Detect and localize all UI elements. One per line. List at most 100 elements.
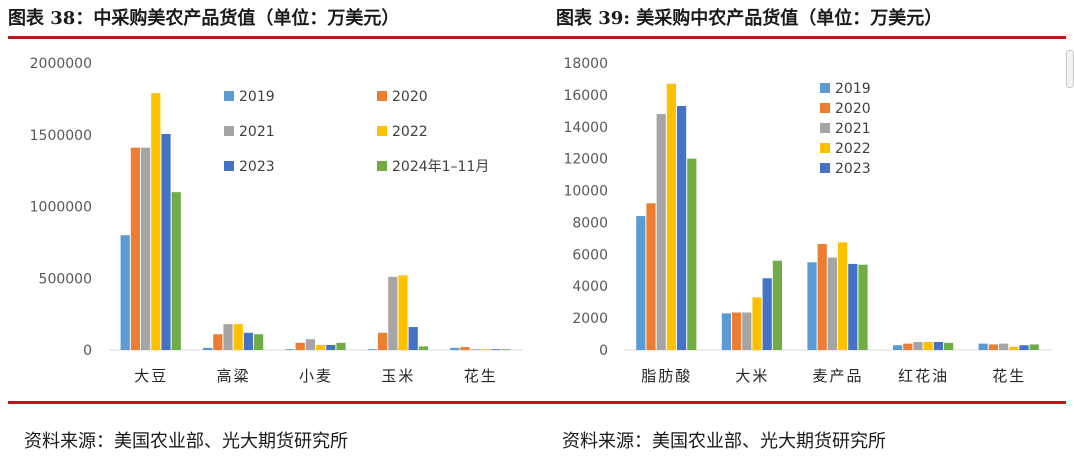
bar xyxy=(666,83,676,350)
chart-39-source-note: 资料来源：美国农业部、光大期货研究所 xyxy=(562,431,886,452)
bar xyxy=(732,312,742,350)
y-tick-label: 0 xyxy=(83,343,92,359)
bar xyxy=(450,347,460,350)
x-tick-label: 红花油 xyxy=(898,367,949,385)
footer-divider xyxy=(8,401,1066,404)
bar xyxy=(903,343,913,350)
bar xyxy=(408,327,418,350)
bar xyxy=(999,343,1009,350)
bar xyxy=(254,334,264,350)
chart-39-bar-chart: 0 2000 4000 6000 8000 10000 12000 14000 16000 180… xyxy=(563,56,1052,385)
y-tick-label: 1500000 xyxy=(30,128,92,144)
bar xyxy=(367,349,377,350)
bar xyxy=(772,260,782,350)
x-tick-label: 小麦 xyxy=(299,367,333,385)
legend-label: 2021 xyxy=(239,124,275,140)
bar xyxy=(295,342,305,350)
legend-swatch xyxy=(820,123,830,133)
legend-swatch xyxy=(377,126,387,136)
y-tick-label: 6000 xyxy=(572,247,608,263)
bar xyxy=(305,339,315,350)
legend-swatch xyxy=(820,163,830,173)
x-tick-label: 花生 xyxy=(992,367,1026,385)
bar xyxy=(742,312,752,350)
bar xyxy=(203,347,213,350)
legend-label: 2023 xyxy=(835,161,871,177)
y-tick-label: 16000 xyxy=(563,88,608,104)
legend-label: 2019 xyxy=(835,81,871,97)
header-divider xyxy=(8,36,1066,39)
legend-swatch xyxy=(820,143,830,153)
legend-swatch xyxy=(820,83,830,93)
legend-swatch xyxy=(224,91,234,101)
legend-label: 2024年1–11月 xyxy=(392,159,489,175)
bar xyxy=(752,297,762,350)
y-tick-label: 14000 xyxy=(563,120,608,136)
x-tick-label: 花生 xyxy=(464,367,498,385)
legend-swatch xyxy=(377,91,387,101)
legend-swatch xyxy=(224,161,234,171)
bar xyxy=(913,342,923,350)
bar xyxy=(151,93,161,350)
y-tick-label: 0 xyxy=(599,343,608,359)
bar xyxy=(858,264,868,350)
bar xyxy=(848,263,858,350)
y-tick-label: 4000 xyxy=(572,279,608,295)
bar xyxy=(988,344,998,350)
legend-swatch xyxy=(377,161,387,171)
bar xyxy=(470,349,480,350)
y-tick-label: 2000000 xyxy=(30,56,92,72)
bar xyxy=(817,243,827,350)
legend-label: 2022 xyxy=(835,141,871,157)
bar xyxy=(646,203,656,350)
bar xyxy=(501,349,511,350)
bar xyxy=(243,332,253,350)
scrollbar-thumb[interactable] xyxy=(1066,50,1074,88)
bar xyxy=(233,324,243,350)
bar xyxy=(326,344,336,350)
bar xyxy=(1029,344,1039,350)
legend-label: 2020 xyxy=(392,89,428,105)
bar xyxy=(923,342,933,350)
y-tick-label: 18000 xyxy=(563,56,608,72)
y-tick-label: 8000 xyxy=(572,215,608,231)
bar xyxy=(336,342,346,350)
bar xyxy=(762,278,772,350)
bar xyxy=(398,275,408,350)
bar xyxy=(1009,346,1019,350)
chart-38-source-note: 资料来源：美国农业部、光大期货研究所 xyxy=(24,431,348,452)
x-tick-label: 高粱 xyxy=(217,367,251,385)
x-tick-label: 大米 xyxy=(735,367,769,385)
legend-swatch xyxy=(224,126,234,136)
x-tick-label: 脂肪酸 xyxy=(641,367,692,385)
bar xyxy=(807,262,817,350)
bar xyxy=(161,134,171,350)
legend-label: 2021 xyxy=(835,121,871,137)
bar xyxy=(388,276,398,350)
bar xyxy=(1019,345,1029,350)
bar xyxy=(893,345,903,350)
bar xyxy=(171,192,181,350)
bar xyxy=(316,344,326,350)
bar xyxy=(636,216,646,350)
x-tick-label: 麦产品 xyxy=(812,367,863,385)
bar xyxy=(120,235,130,350)
chart-38-bar-chart: 0 500000 1000000 1500000 2000000 大豆 高粱 小麦 玉米 花生 20… xyxy=(30,56,522,385)
bar xyxy=(213,334,223,350)
y-tick-label: 1000000 xyxy=(30,200,92,216)
legend-label: 2019 xyxy=(239,89,275,105)
bar xyxy=(677,106,687,350)
y-tick-label: 12000 xyxy=(563,152,608,168)
bar xyxy=(687,158,697,350)
bar xyxy=(491,349,501,350)
bar xyxy=(827,257,837,350)
bar xyxy=(656,114,666,351)
chart-39-title: 图表 39: 美采购中农产品货值（单位：万美元） xyxy=(556,8,943,29)
legend-label: 2023 xyxy=(239,159,275,175)
bar xyxy=(460,347,470,350)
x-tick-label: 大豆 xyxy=(134,367,168,385)
bar xyxy=(223,324,233,350)
y-tick-label: 10000 xyxy=(563,184,608,200)
legend-label: 2020 xyxy=(835,101,871,117)
chart-38-title: 图表 38：中采购美农产品货值（单位：万美元） xyxy=(8,8,400,29)
